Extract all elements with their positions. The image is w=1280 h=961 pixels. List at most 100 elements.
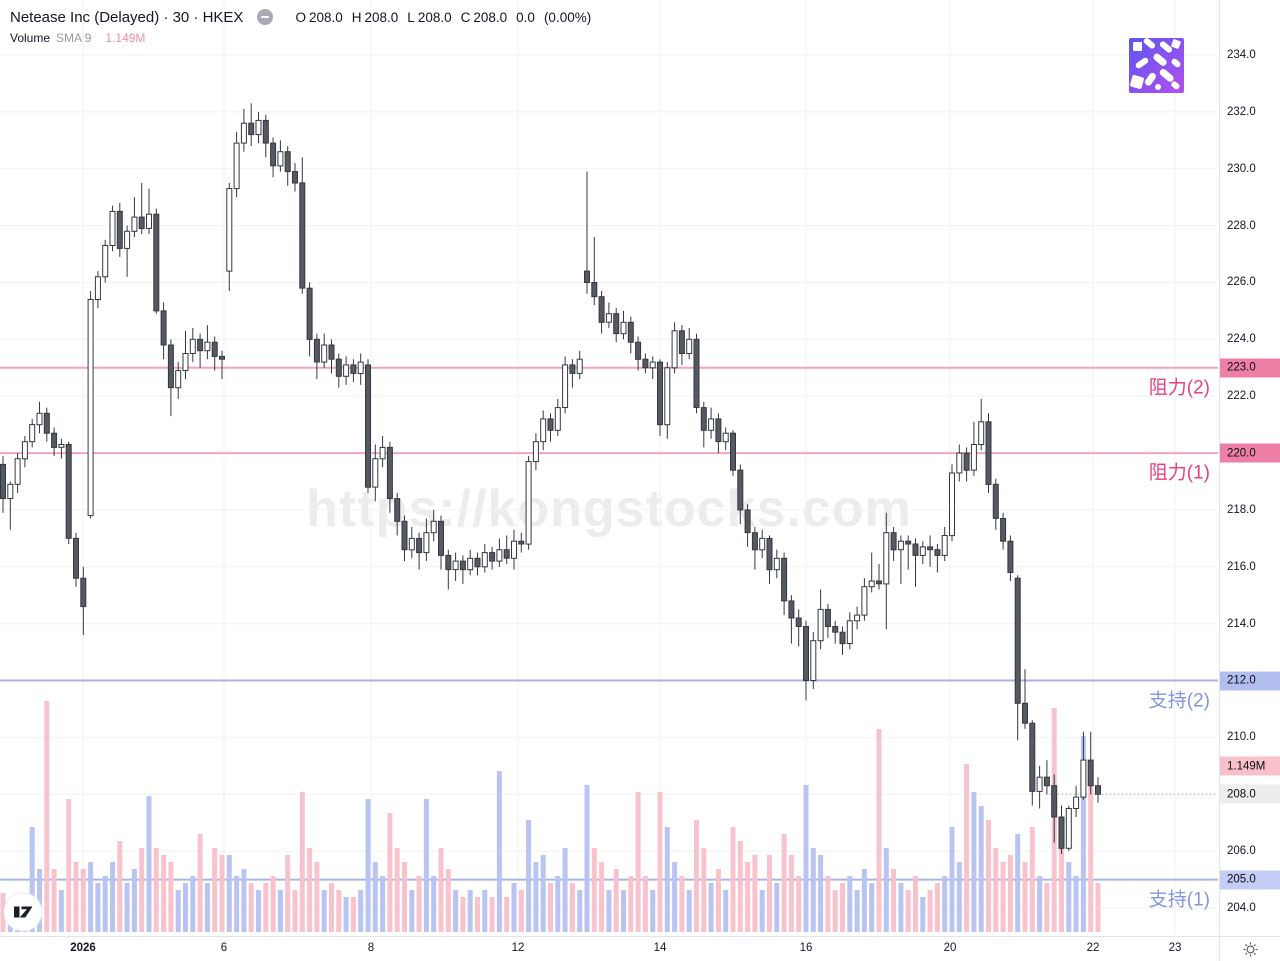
candle-body — [284, 151, 291, 173]
volume-bar — [854, 890, 860, 932]
candle-body — [124, 230, 131, 249]
price-tick: 226.0 — [1227, 276, 1256, 289]
volume-bar — [1066, 862, 1072, 932]
gear-icon[interactable] — [1243, 942, 1258, 957]
time-axis[interactable]: 2026 6 8 12 14 16 20 22 23 — [0, 936, 1219, 961]
price-tick: 224.0 — [1227, 333, 1256, 346]
candle-body — [1014, 577, 1021, 704]
volume-bar — [402, 862, 407, 932]
volume-bar — [694, 820, 699, 932]
candle-body — [949, 472, 955, 537]
time-tick-16: 16 — [799, 942, 813, 954]
volume-bar — [642, 876, 648, 932]
volume-bar — [329, 883, 334, 932]
volume-bar — [387, 813, 393, 932]
volume-sma-value: 1.149M — [105, 31, 146, 45]
volume-bar — [1044, 883, 1050, 932]
candle-body — [1029, 722, 1036, 792]
volume-bar — [555, 876, 561, 932]
candle-body — [832, 626, 839, 633]
delayed-data-icon[interactable] — [257, 9, 274, 25]
volume-bar — [270, 876, 276, 932]
candle-body — [379, 446, 386, 460]
volume-bar — [95, 883, 101, 932]
volume-bar — [781, 834, 787, 932]
open-label: O — [295, 9, 306, 25]
volume-bar — [533, 862, 539, 932]
candle-body — [803, 626, 809, 681]
candle-body — [189, 338, 196, 354]
candle-body — [941, 535, 948, 556]
chart-plot-area[interactable]: https://kongstocks.com 阻力(2) 阻力(1) 支持(2) 支持… — [0, 0, 1218, 935]
volume-bar — [37, 869, 42, 932]
candle-body — [562, 364, 569, 408]
volume-bar — [664, 827, 670, 932]
time-tick-12: 12 — [511, 942, 525, 954]
candle-body — [365, 364, 371, 488]
volume-bar — [139, 848, 145, 932]
volume-bar — [577, 890, 583, 932]
volume-bar — [467, 890, 473, 932]
volume-bar — [73, 862, 79, 932]
volume-bar — [883, 848, 889, 932]
candle-body — [1087, 759, 1094, 787]
chart-canvas[interactable] — [0, 0, 1218, 935]
volume-bar — [869, 883, 875, 932]
candle-body — [627, 321, 634, 343]
volume-bar — [66, 799, 72, 932]
volume-indicator-label[interactable]: Volume — [10, 31, 51, 45]
candle-body — [204, 341, 211, 352]
candle-body — [868, 580, 875, 588]
volume-bar — [423, 799, 429, 932]
candle-body — [321, 344, 328, 363]
site-brand-logo — [1129, 38, 1184, 93]
high-label: H — [351, 9, 362, 25]
volume-bar — [438, 848, 444, 932]
volume-bar — [723, 890, 729, 932]
volume-bar — [949, 827, 955, 932]
resistance-1-label[interactable]: 阻力(1) — [1148, 462, 1210, 484]
volume-bar — [256, 890, 261, 932]
volume-bar — [1080, 736, 1086, 932]
candle-body — [1080, 759, 1087, 798]
resistance-2-badge: 223.0 — [1220, 358, 1280, 378]
volume-bar — [701, 848, 707, 932]
volume-bar — [628, 876, 634, 932]
candle-body — [598, 296, 605, 323]
volume-bar — [913, 876, 918, 932]
candle-body — [817, 608, 824, 642]
candle-body — [715, 418, 722, 443]
symbol-title[interactable]: Netease Inc (Delayed) · 30 · HKEX — [10, 8, 244, 26]
volume-bar — [102, 876, 108, 932]
candle-body — [277, 151, 284, 167]
candle-body — [87, 299, 94, 517]
volume-bar — [358, 890, 364, 932]
candle-body — [744, 509, 751, 534]
volume-bar — [1059, 841, 1064, 932]
volume-bar — [241, 869, 247, 932]
support-2-label[interactable]: 支持(2) — [1148, 690, 1210, 712]
volume-bar — [146, 796, 152, 932]
price-axis[interactable]: 234.0 232.0 230.0 228.0 226.0 224.0 222.0 220.0… — [1219, 0, 1280, 935]
resistance-1-badge: 220.0 — [1220, 443, 1280, 463]
candle-body — [766, 537, 773, 571]
volume-bar — [1007, 855, 1013, 932]
tradingview-logo[interactable] — [3, 892, 43, 932]
volume-bar — [1073, 876, 1079, 932]
volume-bar — [117, 841, 123, 932]
price-tick: 234.0 — [1227, 49, 1256, 61]
candle-body — [708, 418, 715, 431]
resistance-2-label[interactable]: 阻力(2) — [1148, 377, 1210, 399]
candle-body — [737, 469, 744, 511]
candle-body — [146, 213, 152, 229]
volume-bar — [489, 897, 495, 932]
candle-body — [620, 321, 627, 335]
support-1-label[interactable]: 支持(1) — [1148, 889, 1210, 911]
volume-bar — [562, 848, 568, 932]
candle-body — [167, 344, 174, 389]
volume-bar — [431, 876, 437, 932]
volume-bar — [409, 890, 415, 932]
candle-body — [810, 640, 817, 682]
candle-body — [350, 364, 357, 374]
candle-body — [686, 338, 693, 354]
